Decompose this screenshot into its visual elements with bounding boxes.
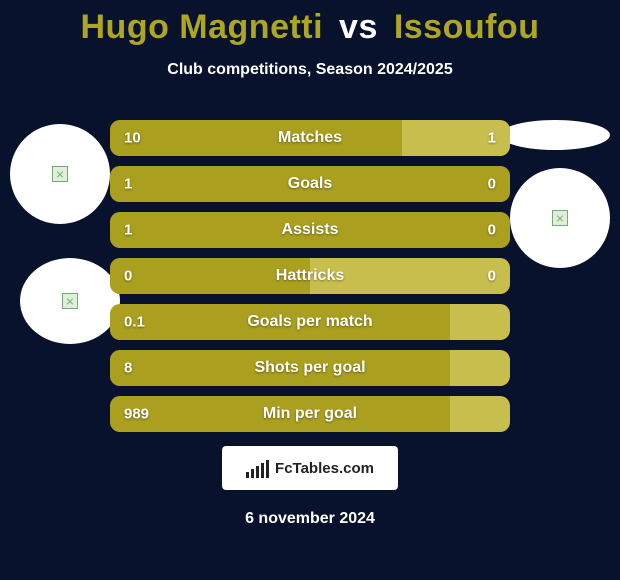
stat-fill-right [450, 350, 510, 386]
stat-row: 8 Shots per goal [110, 350, 510, 386]
stat-label: Shots per goal [254, 359, 365, 377]
stat-rows: 10 Matches 1 1 Goals 0 1 Assists 0 0 Hattricks 0 0.1… [110, 120, 510, 442]
stat-value-right: 0 [488, 176, 496, 193]
stat-value-left: 1 [124, 222, 132, 239]
stat-row: 1 Goals 0 [110, 166, 510, 202]
logo-bar [251, 469, 254, 478]
broken-image-icon [62, 293, 78, 309]
stat-label: Goals [288, 175, 332, 193]
player1-avatar-top [10, 124, 110, 224]
stat-value-left: 0.1 [124, 314, 145, 331]
stat-label: Goals per match [247, 313, 372, 331]
date-text: 6 november 2024 [245, 510, 375, 528]
logo-text: FcTables.com [275, 460, 374, 477]
player1-name: Hugo Magnetti [81, 8, 324, 46]
stat-value-right: 1 [488, 130, 496, 147]
stat-row: 0 Hattricks 0 [110, 258, 510, 294]
stat-row: 10 Matches 1 [110, 120, 510, 156]
stat-row: 0.1 Goals per match [110, 304, 510, 340]
logo-bar [266, 460, 269, 478]
stat-value-left: 0 [124, 268, 132, 285]
player2-avatar-ellipse [500, 120, 610, 150]
stat-fill-right [450, 304, 510, 340]
stat-row: 1 Assists 0 [110, 212, 510, 248]
page-title: Hugo Magnetti vs Issoufou [0, 0, 620, 47]
stat-value-left: 10 [124, 130, 141, 147]
broken-image-icon [552, 210, 568, 226]
stat-label: Assists [282, 221, 339, 239]
vs-text: vs [339, 8, 378, 46]
stat-row: 989 Min per goal [110, 396, 510, 432]
stat-value-left: 989 [124, 406, 149, 423]
stat-label: Matches [278, 129, 342, 147]
stat-label: Min per goal [263, 405, 357, 423]
player1-avatar-bottom [20, 258, 120, 344]
subtitle: Club competitions, Season 2024/2025 [0, 61, 620, 79]
logo-bar [261, 463, 264, 478]
stat-value-right: 0 [488, 268, 496, 285]
stat-value-left: 1 [124, 176, 132, 193]
stat-value-left: 8 [124, 360, 132, 377]
stat-fill-right [450, 396, 510, 432]
player2-name: Issoufou [394, 8, 540, 46]
player2-avatar-circle [510, 168, 610, 268]
logo-bar [246, 472, 249, 478]
stat-fill-left [110, 120, 402, 156]
stat-label: Hattricks [276, 267, 344, 285]
logo-bar [256, 466, 259, 478]
logo-box: FcTables.com [222, 446, 398, 490]
logo-bars-icon [246, 458, 269, 478]
broken-image-icon [52, 166, 68, 182]
stat-value-right: 0 [488, 222, 496, 239]
